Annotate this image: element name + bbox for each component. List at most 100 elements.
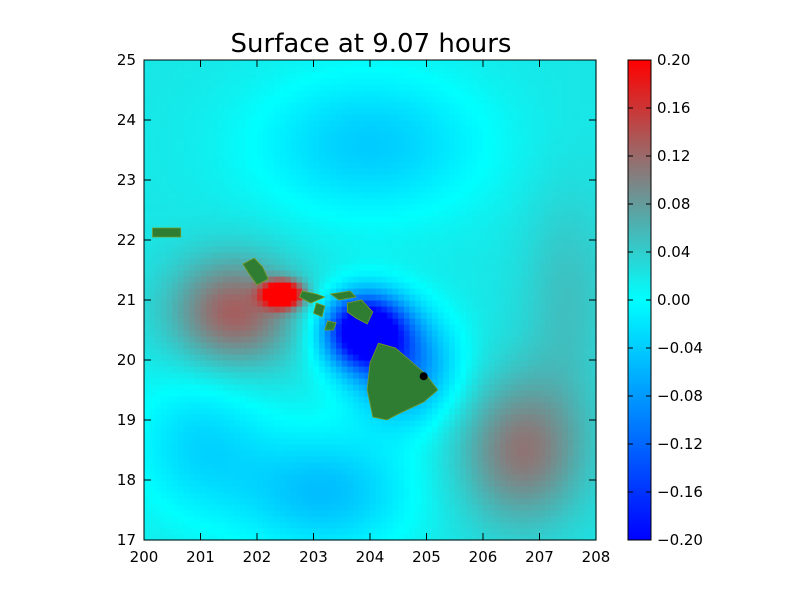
heatmap-cell (460, 294, 467, 301)
heatmap-cell (313, 120, 320, 127)
heatmap-cell (307, 216, 315, 223)
heatmap-cell (392, 60, 399, 67)
heatmap-cell (420, 324, 428, 331)
heatmap-cell (149, 312, 156, 319)
heatmap-cell (245, 480, 252, 487)
heatmap-cell (403, 60, 411, 67)
heatmap-cell (285, 216, 292, 223)
heatmap-cell (172, 282, 179, 289)
heatmap-cell (381, 156, 388, 163)
heatmap-cell (488, 60, 495, 67)
heatmap-cell (200, 498, 207, 505)
heatmap-cell (262, 504, 269, 511)
heatmap-cell (494, 318, 501, 325)
heatmap-cell (194, 468, 202, 475)
heatmap-cell (257, 306, 264, 313)
heatmap-cell (420, 288, 428, 295)
heatmap-cell (296, 222, 303, 229)
heatmap-cell (155, 264, 162, 271)
heatmap-cell (375, 246, 382, 253)
heatmap-cell (290, 234, 298, 241)
heatmap-cell (403, 114, 411, 121)
heatmap-cell (262, 72, 269, 79)
heatmap-cell (392, 228, 399, 235)
heatmap-cell (211, 192, 219, 199)
heatmap-cell (155, 522, 162, 529)
heatmap-cell (149, 318, 156, 325)
heatmap-cell (466, 300, 473, 307)
heatmap-cell (488, 180, 495, 187)
heatmap-cell (426, 252, 433, 259)
heatmap-cell (290, 474, 298, 481)
heatmap-cell (290, 456, 298, 463)
heatmap-cell (483, 204, 490, 211)
heatmap-cell (206, 108, 213, 115)
heatmap-cell (177, 492, 185, 499)
heatmap-cell (268, 402, 275, 409)
heatmap-cell (245, 414, 252, 421)
heatmap-cell (409, 252, 416, 259)
heatmap-cell (358, 492, 365, 499)
heatmap-cell (223, 444, 230, 451)
heatmap-cell (488, 366, 495, 373)
heatmap-cell (262, 342, 269, 349)
heatmap-cell (313, 258, 320, 265)
heatmap-cell (319, 234, 326, 241)
heatmap-cell (398, 498, 405, 505)
heatmap-cell (172, 276, 179, 283)
heatmap-cell (228, 192, 235, 199)
heatmap-cell (144, 486, 151, 493)
heatmap-cell (477, 240, 484, 247)
heatmap-cell (375, 330, 382, 337)
heatmap-cell (449, 414, 456, 421)
heatmap-cell (217, 402, 224, 409)
heatmap-cell (285, 510, 292, 517)
heatmap-cell (240, 312, 247, 319)
heatmap-cell (443, 96, 450, 103)
heatmap-cell (234, 126, 241, 133)
heatmap-cell (268, 222, 275, 229)
heatmap-cell (268, 324, 275, 331)
heatmap-cell (268, 480, 275, 487)
heatmap-cell (217, 432, 224, 439)
heatmap-cell (302, 168, 309, 175)
heatmap-cell (375, 84, 382, 91)
heatmap-cell (449, 420, 456, 427)
heatmap-cell (228, 114, 235, 121)
heatmap-cell (217, 60, 224, 67)
heatmap-cell (398, 138, 405, 145)
heatmap-cell (166, 342, 173, 349)
heatmap-cell (160, 522, 168, 529)
heatmap-cell (353, 264, 360, 271)
heatmap-cell (160, 402, 168, 409)
heatmap-cell (217, 246, 224, 253)
heatmap-cell (488, 324, 495, 331)
heatmap-cell (409, 120, 416, 127)
heatmap-cell (471, 378, 478, 385)
heatmap-cell (200, 174, 207, 181)
heatmap-cell (200, 450, 207, 457)
heatmap-cell (437, 180, 445, 187)
heatmap-cell (494, 456, 501, 463)
heatmap-cell (370, 480, 377, 487)
heatmap-cell (172, 264, 179, 271)
heatmap-cell (307, 510, 315, 517)
heatmap-cell (189, 498, 196, 505)
heatmap-cell (330, 390, 337, 397)
heatmap-cell (183, 84, 190, 91)
heatmap-cell (200, 474, 207, 481)
heatmap-cell (200, 126, 207, 133)
heatmap-cell (251, 150, 258, 157)
heatmap-cell (273, 126, 281, 133)
heatmap-cell (290, 516, 298, 523)
heatmap-cell (324, 90, 332, 97)
heatmap-cell (477, 246, 484, 253)
heatmap-cell (194, 186, 202, 193)
heatmap-cell (211, 450, 219, 457)
heatmap-cell (290, 240, 298, 247)
heatmap-cell (240, 420, 247, 427)
heatmap-cell (166, 360, 173, 367)
heatmap-cell (144, 432, 151, 439)
heatmap-cell (290, 366, 298, 373)
heatmap-cell (398, 288, 405, 295)
